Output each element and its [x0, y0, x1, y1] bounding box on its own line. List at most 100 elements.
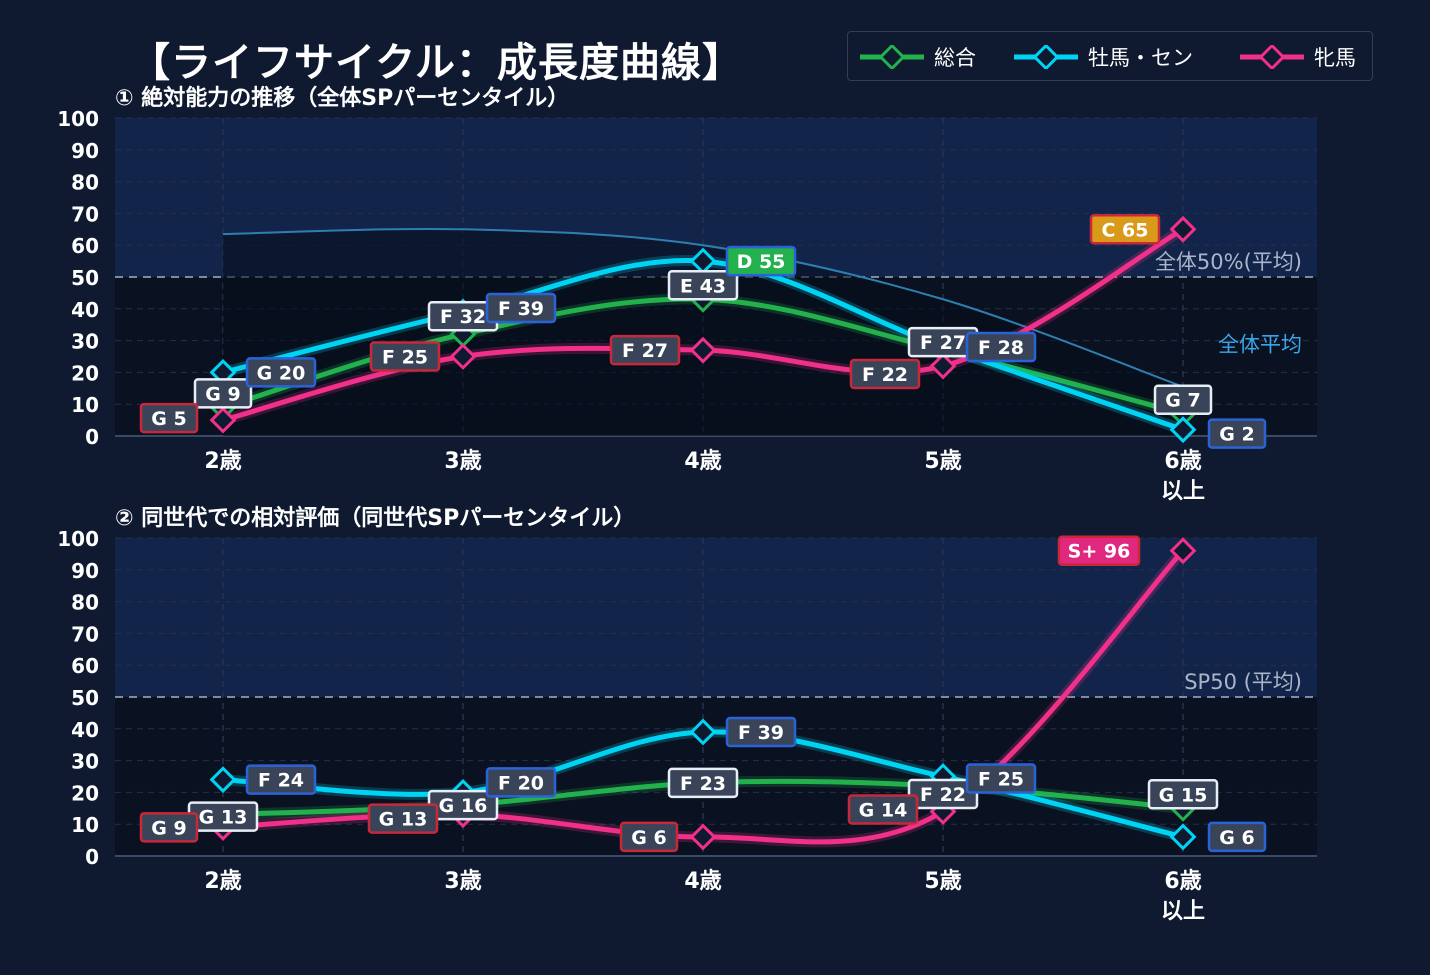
data-label-female: F 25	[382, 347, 428, 369]
data-label-box-female	[139, 402, 199, 434]
y-tick-label: 60	[71, 654, 99, 678]
y-tick-label: 0	[85, 845, 99, 869]
legend-label-male: 牡馬・セン	[1088, 46, 1193, 70]
legend-swatch-total	[860, 45, 924, 69]
y-tick-label: 90	[71, 559, 99, 583]
data-label-female: S+ 96	[1068, 541, 1131, 563]
x-tick-label: 2歳	[204, 449, 241, 474]
point-marker-female	[209, 406, 237, 434]
y-tick-label: 40	[71, 298, 99, 322]
chart1-title: ① 絶対能力の推移（全体SPパーセンタイル）	[115, 86, 570, 111]
y-tick-label: 20	[71, 361, 99, 385]
x-tick-label: 6歳以上	[1161, 449, 1205, 504]
data-label-box-female	[367, 803, 439, 834]
y-tick-label: 10	[71, 393, 99, 417]
data-label-total: G 9	[205, 383, 240, 405]
y-tick-label: 80	[71, 171, 99, 195]
x-tick-label: 6歳以上	[1161, 869, 1205, 924]
data-label-male: G 2	[1219, 424, 1254, 446]
data-label-female: F 27	[622, 340, 668, 362]
legend: 総合 牡馬・セン 牝馬	[847, 31, 1373, 81]
data-label-box-female	[369, 341, 441, 372]
y-tick-label: 10	[71, 813, 99, 837]
y-tick-label: 80	[71, 591, 99, 615]
point-marker-male	[209, 358, 237, 386]
data-label-male: D 55	[737, 251, 786, 273]
reference-line-label: 全体50%(平均)	[1155, 250, 1302, 274]
data-label-total: G 7	[1165, 390, 1200, 412]
data-label-male: F 39	[498, 298, 544, 320]
point-marker-female	[1169, 537, 1197, 565]
data-label-total: G 15	[1159, 784, 1208, 806]
data-label-male: F 39	[738, 722, 784, 744]
data-label-box-female	[139, 812, 199, 843]
data-label-total: F 23	[680, 773, 726, 795]
y-tick-label: 70	[71, 202, 99, 226]
data-label-female: G 9	[151, 817, 186, 839]
data-label-total: F 27	[920, 332, 966, 354]
data-label-box-male	[245, 764, 317, 795]
chart-1-plot: 0 10 20 30 40 50 60 70 80 90 100 全体50%(平均) 全体平均 2歳 3歳 4…	[57, 107, 1317, 504]
data-label-box-total	[1147, 779, 1219, 810]
average-curve-label: 全体平均	[1218, 333, 1302, 357]
point-marker-female	[689, 336, 717, 364]
data-label-box-female	[1057, 535, 1141, 566]
reference-line-label: SP50 (平均)	[1184, 670, 1302, 694]
data-label-box-total	[667, 270, 739, 301]
data-label-male: F 28	[978, 337, 1024, 359]
data-label-total: G 16	[439, 795, 488, 817]
data-label-male: G 6	[1219, 827, 1254, 849]
y-tick-label: 90	[71, 139, 99, 163]
x-tick-label: 4歳	[684, 449, 721, 474]
chart2-title: ② 同世代での相対評価（同世代SPパーセンタイル）	[115, 506, 636, 531]
data-label-total: F 22	[920, 784, 966, 806]
data-label-box-male	[1207, 821, 1267, 853]
point-marker-male	[1169, 416, 1197, 444]
legend-swatch-female	[1240, 45, 1304, 69]
data-label-male: G 20	[257, 362, 306, 384]
point-marker-male	[1169, 823, 1197, 851]
data-label-box-female	[847, 794, 919, 825]
point-marker-female	[689, 823, 717, 851]
y-tick-label: 30	[71, 750, 99, 774]
data-label-female: C 65	[1102, 219, 1149, 241]
page-title: 【ライフサイクル：成長度曲線】	[130, 40, 743, 86]
x-tick-label: 4歳	[684, 869, 721, 894]
legend-item-female: 牝馬	[1240, 32, 1356, 82]
data-label-box-male	[725, 245, 797, 277]
x-tick-label: 3歳	[444, 869, 481, 894]
y-tick-label: 50	[71, 686, 99, 710]
data-label-male: F 25	[978, 769, 1024, 791]
data-label-box-male	[725, 716, 797, 748]
data-label-female: G 5	[151, 408, 186, 430]
x-tick-label: 5歳	[924, 869, 961, 894]
data-label-female: G 6	[631, 827, 666, 849]
legend-swatch-male	[1014, 45, 1078, 69]
data-label-box-female	[849, 358, 921, 390]
legend-item-total: 総合	[860, 32, 976, 82]
y-tick-label: 30	[71, 330, 99, 354]
data-label-total: E 43	[680, 275, 726, 297]
point-marker-male	[689, 247, 717, 275]
data-label-total: F 32	[440, 306, 486, 328]
average-curve	[222, 227, 1184, 388]
data-label-box-female	[619, 821, 679, 853]
data-label-female: G 13	[379, 809, 428, 831]
y-tick-label: 0	[85, 425, 99, 449]
data-label-male: F 20	[498, 772, 544, 794]
data-label-box-male	[245, 357, 317, 388]
y-tick-label: 60	[71, 234, 99, 258]
data-label-female: G 14	[859, 799, 908, 821]
data-label-box-total	[667, 767, 739, 799]
legend-item-male: 牡馬・セン	[1014, 32, 1193, 82]
data-label-box-female	[1089, 214, 1161, 245]
data-label-box-female	[609, 334, 681, 366]
y-tick-label: 100	[57, 527, 99, 551]
y-tick-label: 20	[71, 781, 99, 805]
average-area	[223, 228, 1183, 436]
legend-label-total: 総合	[934, 46, 976, 70]
data-label-female: F 22	[862, 364, 908, 386]
data-label-box-male	[965, 331, 1037, 363]
y-tick-label: 100	[57, 107, 99, 131]
